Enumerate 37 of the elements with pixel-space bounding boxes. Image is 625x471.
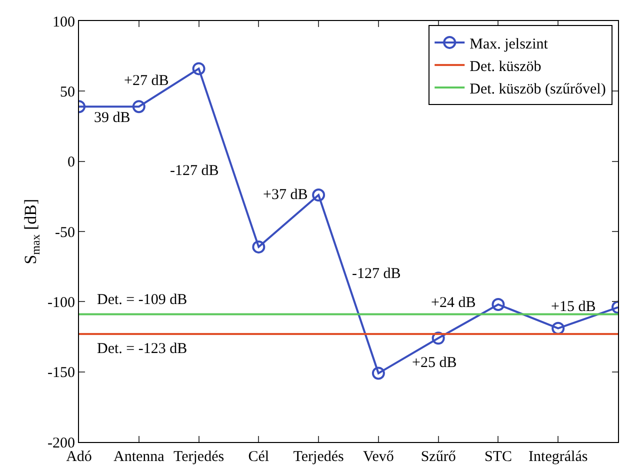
annotation: Det. = -109 dB [97, 292, 188, 308]
x-tick-label: Antenna [113, 449, 165, 465]
point [192, 62, 206, 76]
y-tick-label: -50 [55, 224, 75, 241]
legend-label: Det. küszöb (szűrővel) [470, 81, 606, 98]
y-tick-label: 50 [60, 84, 75, 100]
point [372, 366, 385, 380]
y-tick-label: -150 [48, 365, 75, 382]
point [132, 100, 146, 114]
annotation: +25 dB [412, 355, 457, 371]
x-tick-label: Terjedés [173, 449, 224, 465]
x-tick-label: Cél [248, 449, 270, 465]
x-tick-label: Adó [66, 449, 92, 465]
y-tick-label: -200 [48, 435, 75, 452]
x-tick-label: STC [484, 449, 512, 465]
y-tick-label: -100 [48, 294, 75, 311]
x-tick-label: Integrálás [528, 449, 588, 465]
point [312, 188, 326, 202]
point [492, 298, 505, 311]
annotation: +37 dB [263, 187, 308, 203]
x-tick-label: Terjedés [293, 449, 344, 465]
x-tick-label: Szűrő [420, 449, 456, 465]
annotation: +24 dB [431, 295, 476, 311]
annotation: Det. = -123 dB [97, 341, 188, 357]
y-tick-label: 100 [52, 14, 75, 30]
point [432, 332, 445, 345]
legend-label: Det. küszöb [470, 58, 542, 75]
point [552, 322, 565, 335]
annotation: -127 dB [170, 163, 219, 179]
x-tick-label: Vevő [363, 449, 394, 465]
annotation: +27 dB [124, 73, 169, 89]
annotation: +15 dB [551, 299, 596, 315]
annotation: 39 dB [94, 110, 130, 126]
annotation: -127 dB [352, 266, 401, 282]
legend-label: Max. jelszint [470, 36, 549, 52]
y-tick-label: 0 [68, 154, 75, 171]
point [252, 240, 266, 254]
